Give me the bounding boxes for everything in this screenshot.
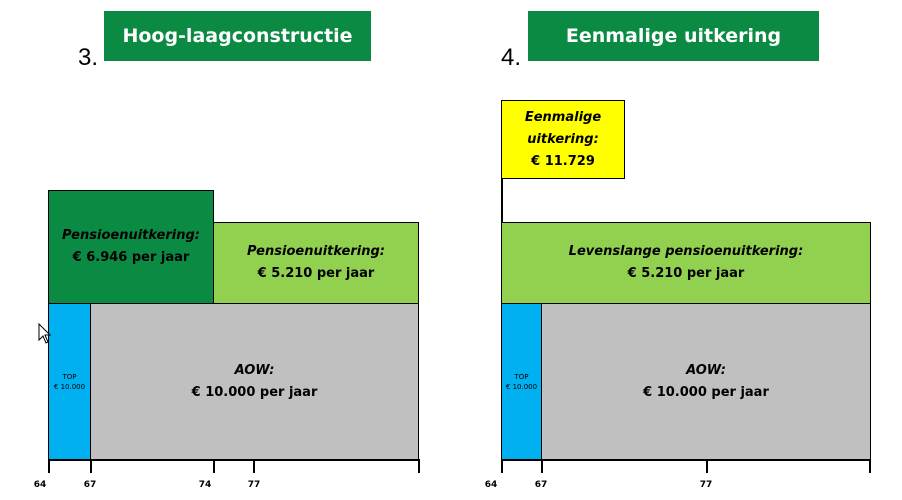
panel-hoog-laag: 3. Hoog-laagconstructie Pensioenuitkerin… bbox=[33, 11, 420, 490]
tick-end bbox=[418, 459, 420, 473]
x-axis bbox=[48, 459, 419, 461]
tick-67 bbox=[541, 459, 543, 473]
panel-title-banner: Hoog-laagconstructie bbox=[104, 11, 371, 61]
aow-block: AOW: € 10.000 per jaar bbox=[541, 303, 871, 460]
lump-sum-label: Eenmalige uitkering: bbox=[524, 109, 602, 147]
panel-eenmalige-uitkering: 4. Eenmalige uitkering Eenmalige uitkeri… bbox=[451, 0, 902, 500]
lifelong-pension-label: Levenslange pensioenuitkering: bbox=[568, 244, 804, 259]
tick-end bbox=[869, 459, 871, 473]
mouse-cursor-icon bbox=[38, 323, 52, 344]
panel-title-banner: Eenmalige uitkering bbox=[528, 11, 819, 61]
high-pension-label: Pensioenuitkering: bbox=[62, 228, 200, 243]
low-pension-label: Pensioenuitkering: bbox=[247, 244, 385, 259]
lifelong-pension-block: Levenslange pensioenuitkering: € 5.210 p… bbox=[501, 222, 871, 304]
tick-64 bbox=[501, 459, 503, 473]
low-pension-value: € 5.210 per jaar bbox=[257, 266, 375, 281]
tick-77 bbox=[253, 459, 255, 473]
aow-value: € 10.000 per jaar bbox=[191, 384, 318, 400]
aow-label: AOW: bbox=[234, 362, 275, 378]
top-block: TOP € 10.000 bbox=[501, 303, 542, 460]
tick-77 bbox=[706, 459, 708, 473]
panel-number: 4. bbox=[501, 44, 522, 71]
tick-label-77: 77 bbox=[699, 480, 713, 490]
lump-sum-value: € 11.729 bbox=[531, 153, 595, 169]
tick-67 bbox=[90, 459, 92, 473]
aow-label: AOW: bbox=[686, 362, 726, 378]
high-pension-block: Pensioenuitkering: € 6.946 per jaar bbox=[48, 190, 214, 304]
aow-value: € 10.000 per jaar bbox=[643, 384, 769, 400]
lifelong-pension-value: € 5.210 per jaar bbox=[627, 266, 745, 281]
tick-label-67: 67 bbox=[83, 480, 97, 490]
top-value: € 10.000 bbox=[505, 382, 538, 391]
tick-74 bbox=[213, 459, 215, 473]
lump-sum-block: Eenmalige uitkering: € 11.729 bbox=[501, 100, 625, 179]
tick-64 bbox=[48, 459, 50, 473]
top-label: TOP bbox=[62, 372, 77, 381]
high-pension-value: € 6.946 per jaar bbox=[72, 250, 190, 265]
top-label: TOP bbox=[514, 372, 529, 381]
tick-label-74: 74 bbox=[198, 480, 212, 490]
tick-label-64: 64 bbox=[484, 480, 498, 490]
tick-label-64: 64 bbox=[33, 480, 47, 490]
tick-label-77: 77 bbox=[247, 480, 261, 490]
top-value: € 10.000 bbox=[53, 382, 86, 391]
top-block: TOP € 10.000 bbox=[48, 303, 91, 460]
x-axis bbox=[501, 459, 871, 461]
low-pension-block: Pensioenuitkering: € 5.210 per jaar bbox=[213, 222, 419, 304]
tick-label-67: 67 bbox=[534, 480, 548, 490]
aow-block: AOW: € 10.000 per jaar bbox=[90, 303, 419, 460]
panel-number: 3. bbox=[78, 44, 99, 71]
